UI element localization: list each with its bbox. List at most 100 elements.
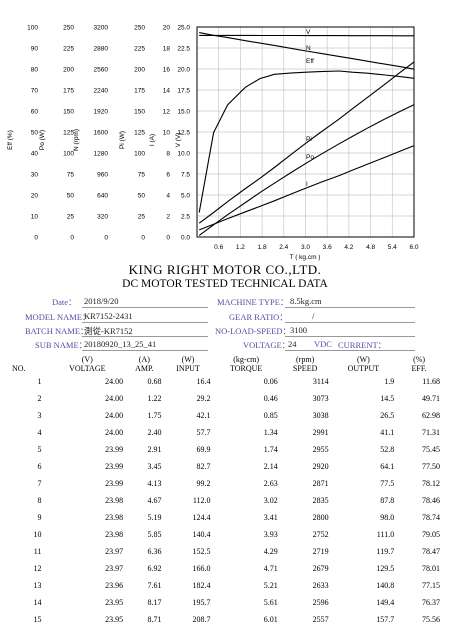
- y-tick-label: 16: [163, 67, 171, 74]
- unit-cell: (W): [356, 355, 370, 364]
- column-header: SPEED: [292, 364, 318, 373]
- table-cell: 2835: [312, 496, 329, 505]
- table-cell: 11.68: [422, 377, 440, 386]
- y-tick-label: 75: [138, 172, 146, 179]
- unit-cell: [12, 355, 49, 364]
- table-cell: 77.5: [380, 479, 395, 488]
- table-cell: 2596: [312, 598, 329, 607]
- table-cell: 75.56: [422, 615, 440, 624]
- table-cell: 49.71: [422, 394, 440, 403]
- table-cell: 124.4: [192, 513, 211, 522]
- y-tick-label: 75: [67, 172, 75, 179]
- y-tick-label: 200: [63, 67, 74, 74]
- table-cell: 24.00: [105, 428, 124, 437]
- table-cell: 15: [33, 615, 42, 624]
- table-cell: 1.75: [147, 411, 162, 420]
- y-tick-label: 225: [63, 46, 74, 53]
- table-cell: 62.98: [422, 411, 440, 420]
- table-cell: 23.95: [105, 615, 124, 624]
- series-line-n: [199, 32, 415, 70]
- y-tick-label: 14: [163, 88, 171, 95]
- table-cell: 14: [33, 598, 42, 607]
- y-tick-label: 1280: [94, 151, 109, 158]
- gear-ratio-value: /: [312, 311, 315, 321]
- y-tick-label: 12: [163, 109, 171, 116]
- series-line-po: [198, 104, 415, 236]
- sub-name-label: SUB NAME：: [35, 340, 88, 350]
- table-cell: 23.96: [105, 581, 124, 590]
- table-row: 4 24.00 2.40 57.7 1.34 2991 41.1 71.31: [12, 424, 442, 441]
- no-load-speed-label: NO-LOAD-SPEED：: [215, 326, 292, 336]
- x-tick-label: 0.6: [214, 244, 223, 251]
- y-tick-label: 0: [104, 235, 108, 242]
- table-row: 3 24.00 1.75 42.1 0.85 3038 26.5 62.98: [12, 407, 442, 424]
- table-cell: 23.98: [105, 513, 124, 522]
- series-line-eff: [198, 70, 415, 213]
- table-row: 2 24.00 1.22 29.2 0.46 3073 14.5 49.71: [12, 390, 442, 407]
- table-cell: 2920: [312, 462, 329, 471]
- table-cell: 6.36: [147, 547, 162, 556]
- table-cell: 87.8: [380, 496, 395, 505]
- series-label-eff: Eff: [306, 58, 314, 65]
- date-value: 2018/9/20: [84, 296, 119, 306]
- table-cell: 2: [37, 394, 42, 403]
- column-header: OUTPUT: [347, 364, 380, 373]
- table-cell: 4: [37, 428, 42, 437]
- table-cell: 3.93: [263, 530, 278, 539]
- table-row: 6 23.99 3.45 82.7 2.14 2920 64.1 77.50: [12, 458, 442, 475]
- no-load-speed-value: 3100: [290, 325, 307, 335]
- y-tick-label: 2: [166, 214, 170, 221]
- y-tick-label: 2880: [94, 46, 109, 53]
- table-cell: 23.98: [105, 530, 124, 539]
- y-axis-label: V (V): [175, 133, 182, 148]
- table-cell: 0.85: [263, 411, 278, 420]
- table-cell: 7: [37, 479, 42, 488]
- y-tick-label: 10.0: [177, 151, 190, 158]
- unit-cell: (%): [413, 355, 426, 364]
- series-label-i: I: [306, 181, 308, 188]
- y-tick-label: 25: [67, 214, 75, 221]
- voltage-label: VOLTAGE：: [243, 340, 291, 350]
- x-tick-label: 2.4: [279, 244, 288, 251]
- table-cell: 195.7: [192, 598, 211, 607]
- table-cell: 8.17: [147, 598, 162, 607]
- table-cell: 23.97: [105, 547, 124, 556]
- table-cell: 0.46: [263, 394, 278, 403]
- table-cell: 10: [33, 530, 42, 539]
- table-cell: 1.74: [263, 445, 278, 454]
- table-cell: 2.91: [147, 445, 162, 454]
- x-tick-label: 3.6: [323, 244, 332, 251]
- y-tick-label: 3200: [94, 25, 109, 32]
- table-cell: 5.21: [263, 581, 278, 590]
- table-row: 14 23.95 8.17 195.7 5.61 2596 149.4 76.37: [12, 594, 442, 611]
- y-tick-label: 100: [134, 151, 145, 158]
- table-cell: 3.02: [263, 496, 278, 505]
- y-tick-label: 2240: [94, 88, 109, 95]
- table-cell: 6.01: [263, 615, 278, 624]
- table-cell: 2.63: [263, 479, 278, 488]
- table-cell: 23.99: [105, 479, 124, 488]
- table-row: 1 24.00 0.68 16.4 0.06 3114 1.9 11.68: [12, 373, 442, 390]
- table-cell: 75.45: [422, 445, 440, 454]
- y-tick-label: 0: [166, 235, 170, 242]
- table-cell: 1: [37, 377, 42, 386]
- table-cell: 4.71: [263, 564, 278, 573]
- table-cell: 9: [37, 513, 42, 522]
- table-cell: 23.97: [105, 564, 124, 573]
- table-cell: 2633: [312, 581, 329, 590]
- performance-table: (V) (A) (W) (kg-cm) (rpm) (W) (%) NO. VOLTAGE AM…: [12, 355, 442, 628]
- table-cell: 29.2: [196, 394, 211, 403]
- table-cell: 23.99: [105, 462, 124, 471]
- table-cell: 78.74: [422, 513, 440, 522]
- y-tick-label: 250: [134, 25, 145, 32]
- y-tick-label: 12.5: [177, 130, 190, 137]
- table-cell: 77.15: [422, 581, 440, 590]
- unit-cell: (kg-cm): [233, 355, 259, 364]
- table-cell: 112.0: [192, 496, 211, 505]
- company-name: KING RIGHT MOTOR CO.,LTD.: [128, 262, 322, 277]
- table-cell: 11: [33, 547, 42, 556]
- unit-cell: (rpm): [296, 355, 315, 364]
- table-row: 10 23.98 5.85 140.4 3.93 2752 111.0 79.05: [12, 526, 442, 543]
- y-tick-label: 10: [31, 214, 39, 221]
- table-cell: 129.5: [376, 564, 395, 573]
